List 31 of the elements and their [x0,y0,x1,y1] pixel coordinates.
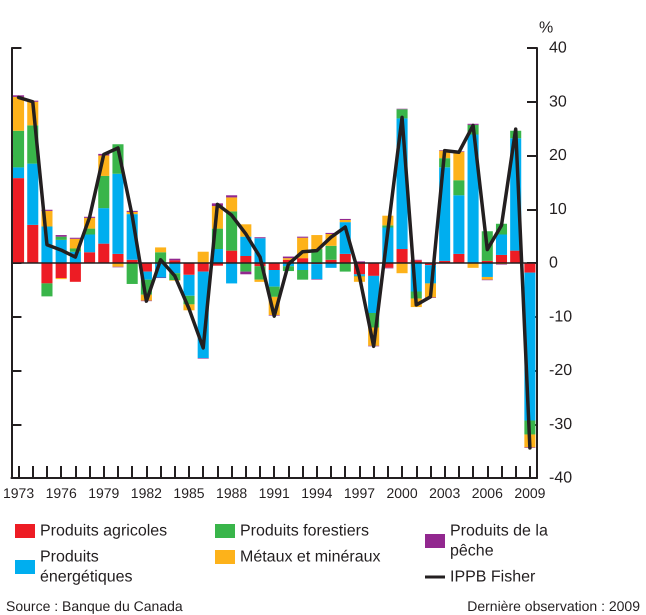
source-note: Source : Banque du Canada [6,598,183,614]
x-tick-label: 2006 [472,485,504,501]
x-tick-label: 2000 [386,485,418,501]
y-tick-label: -20 [549,362,572,379]
legend-label: Produits de la pêche [450,522,552,560]
x-tick-label: 1973 [2,485,34,501]
y-tick-label: 10 [549,200,567,218]
x-tick-label: 2009 [514,485,546,501]
x-tick-label: 1997 [344,485,376,501]
y-tick-label: -40 [549,470,572,486]
y-tick-label: 40 [549,40,567,56]
legend-label: Produits agricoles [40,522,168,540]
y-tick-label: 0 [549,254,558,272]
y-tick-label: 30 [549,93,567,110]
y-axis-title: % [539,20,554,36]
text: Dernière observation : 2009 [467,598,640,614]
legend-label: IPPB Fisher [450,568,536,586]
y-tick-label: -30 [549,416,572,433]
y-tick-label: 20 [549,147,567,164]
legend-label: Produits énergétiques [40,548,133,586]
x-tick-label: 2003 [429,485,460,501]
x-tick-label: 1991 [258,485,290,501]
y-tick-label: -10 [549,308,572,326]
x-tick-label: 1985 [173,485,205,501]
x-tick-label: 1988 [216,485,248,501]
x-tick-label: 1976 [46,485,77,501]
x-tick-label: 1982 [130,485,162,501]
legend-label: Produits forestiers [240,522,369,540]
x-tick-label: 1979 [88,485,120,501]
legend-label: Métaux et minéraux [240,548,381,566]
x-tick-label: 1994 [301,485,333,501]
